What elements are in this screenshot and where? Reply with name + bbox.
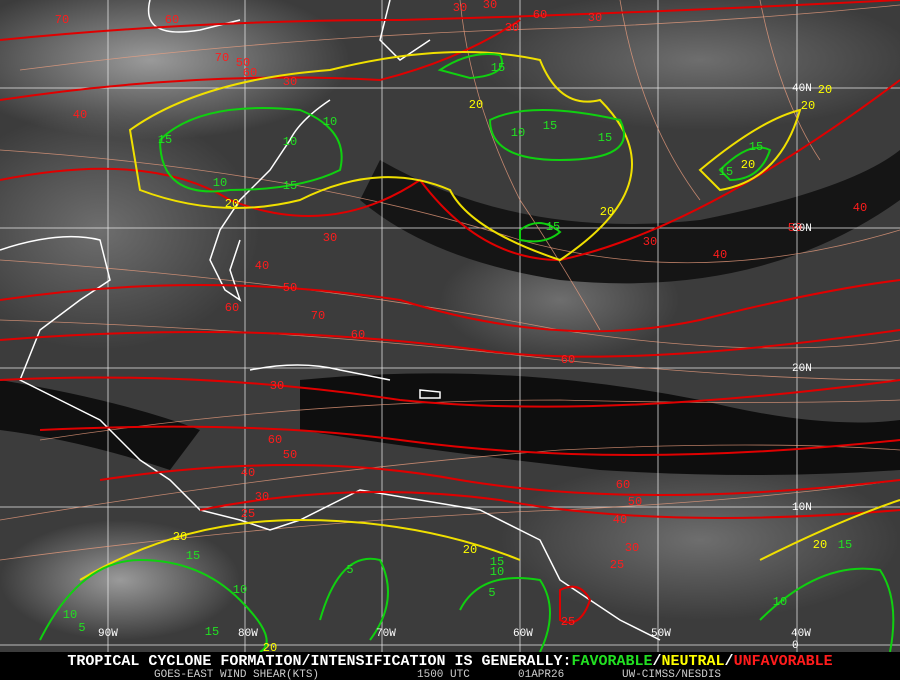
longitude-label: 70W xyxy=(376,628,396,640)
contour-label: 40 xyxy=(713,248,727,262)
contour-label: 20 xyxy=(813,538,827,552)
contour-label: 30 xyxy=(283,75,297,89)
contour-label: 70 xyxy=(215,51,229,65)
latitude-label: 30N xyxy=(792,223,812,235)
contour-label: 5 xyxy=(78,621,85,635)
product: GOES-EAST WIND SHEAR(KTS) xyxy=(154,669,319,680)
contour-label: 10 xyxy=(773,595,787,609)
contour-label: 15 xyxy=(749,140,763,154)
contour-label: 60 xyxy=(533,8,547,22)
contour-label: 30 xyxy=(323,231,337,245)
contour-label: 15 xyxy=(205,625,219,639)
contour-label: 50 xyxy=(283,281,297,295)
contour-label: 25 xyxy=(241,507,255,521)
coastlines xyxy=(0,0,661,641)
time: 1500 UTC xyxy=(417,669,470,680)
contour-label: 60 xyxy=(268,433,282,447)
latitude-label: 20N xyxy=(792,363,812,375)
unfavorable: UNFAVORABLE xyxy=(734,653,833,670)
contour-label: 40 xyxy=(241,466,255,480)
source: UW-CIMSS/NESDIS xyxy=(622,669,721,680)
contour-label: 30 xyxy=(588,11,602,25)
contour-label: 60 xyxy=(225,301,239,315)
contour-label: 20 xyxy=(173,530,187,544)
contour-label: 25 xyxy=(561,615,575,629)
contour-label: 10 xyxy=(323,115,337,129)
contour-label: 50 xyxy=(628,495,642,509)
contour-label: 20 xyxy=(818,83,832,97)
contour-label: 15 xyxy=(283,179,297,193)
footer-bar xyxy=(0,652,900,680)
contour-label: 10 xyxy=(213,176,227,190)
contour-label: 20 xyxy=(600,205,614,219)
contour-label: 40 xyxy=(613,513,627,527)
grid-lines xyxy=(0,0,900,652)
longitude-label: 90W xyxy=(98,628,118,640)
separator: / xyxy=(725,653,734,670)
contour-label: 15 xyxy=(546,220,560,234)
contour-label: 15 xyxy=(598,131,612,145)
neutral: NEUTRAL xyxy=(662,653,725,670)
contour-label: 20 xyxy=(263,641,277,655)
contour-label: 70 xyxy=(55,13,69,27)
longitude-label: 40W xyxy=(791,628,811,640)
contour-label: 40 xyxy=(853,201,867,215)
contour-label: 5 xyxy=(346,563,353,577)
contour-label: 30 xyxy=(505,21,519,35)
latitude-label: 0 xyxy=(792,640,799,652)
longitude-label: 60W xyxy=(513,628,533,640)
contour-label: 60 xyxy=(351,328,365,342)
contour-label: 10 xyxy=(283,135,297,149)
contour-label: 15 xyxy=(158,133,172,147)
contour-label: 20 xyxy=(801,99,815,113)
contour-label: 15 xyxy=(490,555,504,569)
contour-label: 10 xyxy=(233,583,247,597)
contour-label: 60 xyxy=(243,66,257,80)
contour-label: 60 xyxy=(561,353,575,367)
separator: / xyxy=(653,653,662,670)
contour-label: 50 xyxy=(283,448,297,462)
contour-label: 20 xyxy=(741,158,755,172)
longitude-label: 80W xyxy=(238,628,258,640)
contour-label: 15 xyxy=(491,61,505,75)
contour-label: 50 xyxy=(236,56,250,70)
contour-label: 30 xyxy=(270,379,284,393)
contour-label: 60 xyxy=(165,13,179,27)
contour-label: 20 xyxy=(463,543,477,557)
footer-statement: TROPICAL CYCLONE FORMATION/INTENSIFICATI… xyxy=(67,653,832,670)
contour-label: 10 xyxy=(511,126,525,140)
contour-label: 30 xyxy=(483,0,497,12)
contour-label: 60 xyxy=(616,478,630,492)
contour-label: 20 xyxy=(469,98,483,112)
contour-label: 40 xyxy=(73,108,87,122)
contour-label: 50 xyxy=(788,221,802,235)
shear-contours xyxy=(0,0,900,653)
contour-label: 30 xyxy=(453,1,467,15)
contour-label: 15 xyxy=(838,538,852,552)
coordinate-labels: 40N 30N 20N 10N 0 90W 80W 70W 60W 50W 40W xyxy=(98,83,812,652)
contour-label: 10 xyxy=(63,608,77,622)
contour-label: 15 xyxy=(719,165,733,179)
contour-label: 30 xyxy=(625,541,639,555)
imagery-texture xyxy=(0,0,900,640)
contour-label: 40 xyxy=(255,259,269,273)
contour-label: 15 xyxy=(543,119,557,133)
contour-label: 30 xyxy=(255,490,269,504)
longitude-label: 50W xyxy=(651,628,671,640)
contour-label: 10 xyxy=(490,565,504,579)
date: 01APR26 xyxy=(518,669,564,680)
latitude-label: 40N xyxy=(792,83,812,95)
favorable: FAVORABLE xyxy=(572,653,653,670)
latitude-label: 10N xyxy=(792,502,812,514)
contour-label: 5 xyxy=(488,586,495,600)
contour-label: 20 xyxy=(225,197,239,211)
contour-label: 25 xyxy=(610,558,624,572)
contour-label: 15 xyxy=(186,549,200,563)
contour-label: 30 xyxy=(643,235,657,249)
statement: TROPICAL CYCLONE FORMATION/INTENSIFICATI… xyxy=(67,653,571,670)
contour-label: 70 xyxy=(311,309,325,323)
